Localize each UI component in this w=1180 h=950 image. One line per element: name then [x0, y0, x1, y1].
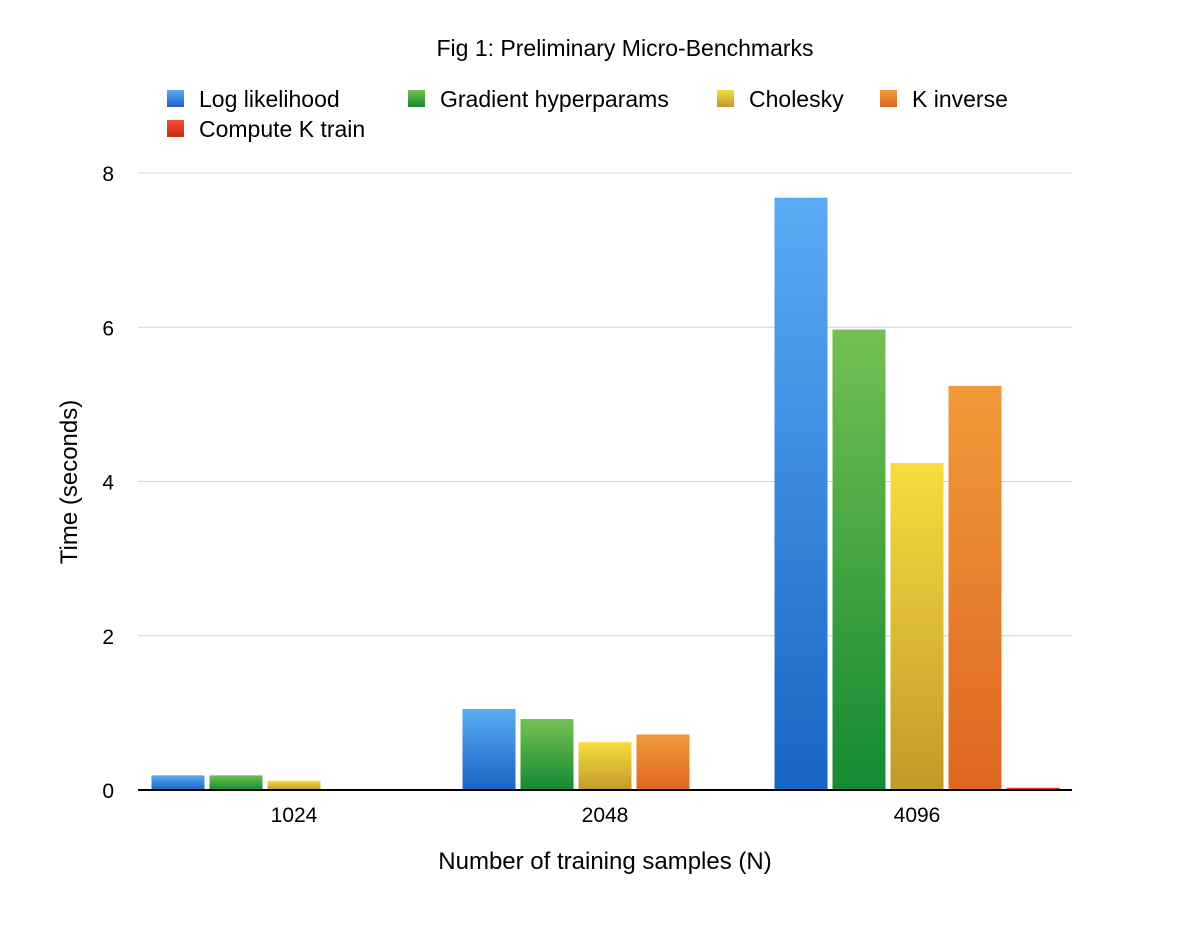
x-axis-label: Number of training samples (N)	[438, 848, 771, 875]
y-tick-label: 4	[102, 472, 114, 495]
legend: Log likelihood Gradient hyperparams Choles…	[167, 86, 1008, 142]
x-tick-label: 4096	[894, 804, 941, 827]
legend-label: Compute K train	[199, 116, 365, 142]
y-tick-label: 2	[102, 626, 114, 649]
bar	[267, 780, 321, 790]
legend-swatch	[167, 90, 184, 107]
bar	[636, 734, 690, 790]
y-axis-label: Time (seconds)	[56, 400, 83, 564]
bar	[774, 197, 828, 790]
bars	[151, 197, 1060, 790]
legend-swatch	[408, 90, 425, 107]
y-tick-label: 8	[102, 163, 114, 186]
y-tick-label: 0	[102, 780, 114, 803]
y-axis-ticks: 0 2 4 6 8	[102, 163, 114, 803]
legend-swatch	[880, 90, 897, 107]
bar	[462, 709, 516, 790]
bar	[890, 462, 944, 790]
bar	[520, 719, 574, 790]
chart-title: Fig 1: Preliminary Micro-Benchmarks	[436, 35, 813, 61]
legend-label: Cholesky	[749, 86, 844, 112]
x-axis-ticks: 1024 2048 4096	[271, 804, 941, 827]
bar	[209, 775, 263, 790]
legend-label: Gradient hyperparams	[440, 86, 669, 112]
bar	[948, 385, 1002, 790]
legend-label: Log likelihood	[199, 86, 340, 112]
y-tick-label: 6	[102, 317, 114, 340]
bar	[832, 329, 886, 790]
legend-swatch	[167, 120, 184, 137]
x-tick-label: 2048	[582, 804, 629, 827]
bar	[578, 742, 632, 790]
legend-swatch	[717, 90, 734, 107]
legend-label: K inverse	[912, 86, 1008, 112]
bar	[151, 775, 205, 790]
x-tick-label: 1024	[271, 804, 318, 827]
bar	[1006, 787, 1060, 790]
